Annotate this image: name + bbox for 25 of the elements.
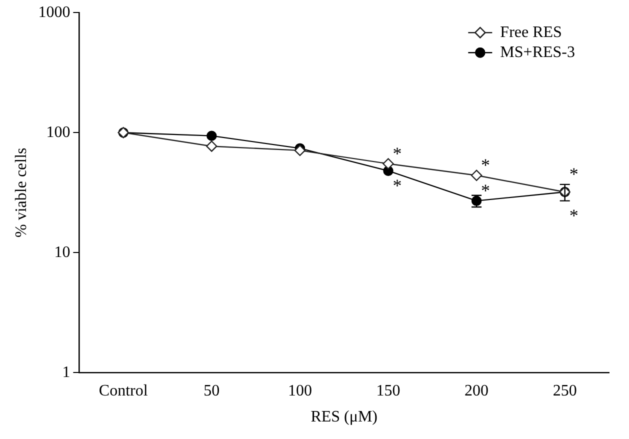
y-tick-label: 100 <box>46 124 70 141</box>
y-tick-label: 10 <box>54 244 70 261</box>
annotation: * <box>481 155 490 176</box>
x-tick-label: Control <box>98 382 148 400</box>
y-axis-title: % viable cells <box>12 148 30 238</box>
y-tick-label: 1 <box>62 364 70 381</box>
x-tick-label: 250 <box>552 382 577 400</box>
annotation: * <box>569 206 578 226</box>
point <box>206 130 217 141</box>
annotation: * <box>392 176 402 196</box>
annotation: * <box>392 143 402 164</box>
annotation: * <box>481 180 490 201</box>
y-tick-label: 1000 <box>38 4 70 21</box>
legend-label: MS+RES-3 <box>500 44 576 61</box>
point <box>206 140 218 152</box>
point <box>294 144 306 156</box>
x-tick-label: 200 <box>464 382 489 400</box>
legend-label: Free RES <box>500 24 562 41</box>
x-tick-label: 100 <box>288 382 312 400</box>
x-tick-label: 150 <box>376 382 400 400</box>
point <box>382 158 394 170</box>
point <box>470 170 482 181</box>
annotation: * <box>569 164 578 184</box>
x-axis-title: RES (μM) <box>310 408 378 426</box>
x-tick-label: 50 <box>204 382 220 400</box>
